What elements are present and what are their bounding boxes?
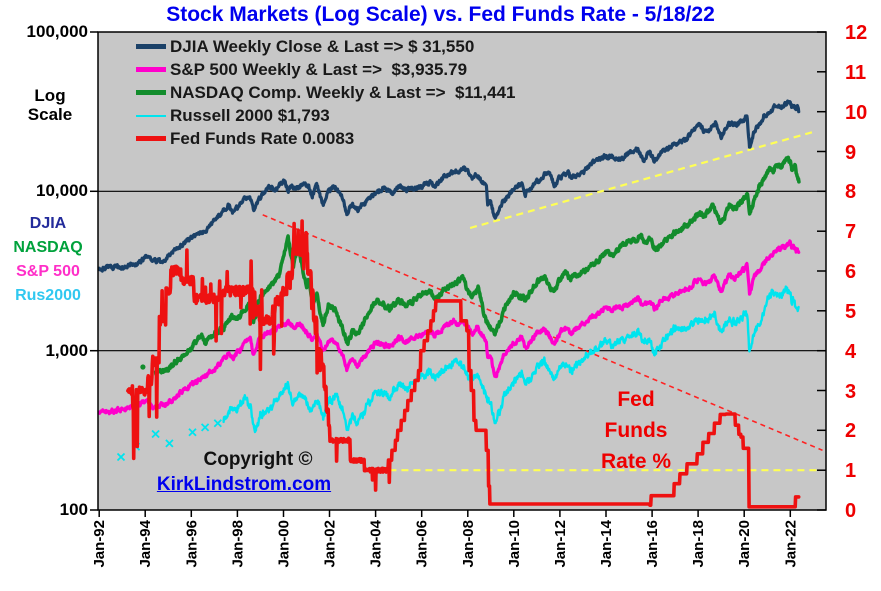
- x-tick-label-Jan-22: Jan-22: [782, 520, 799, 568]
- legend-swatch-fedfunds: [136, 136, 166, 141]
- right-tick-label-4: 4: [845, 341, 857, 363]
- x-tick-label-Jan-10: Jan-10: [506, 520, 523, 568]
- fed-annot-line2: Funds: [604, 419, 668, 442]
- fed-annot-line1: Fed: [617, 388, 655, 411]
- fed-annot-line3: Rate %: [600, 450, 672, 473]
- x-tick-label-Jan-94: Jan-94: [137, 519, 154, 567]
- side-label-djia: DJIA: [29, 215, 67, 232]
- x-tick-label-Jan-98: Jan-98: [229, 520, 246, 568]
- legend-swatch-russell: [136, 114, 166, 117]
- legend-swatch-djia: [136, 44, 166, 49]
- legend-swatch-sp500: [136, 67, 166, 72]
- right-tick-label-11: 11: [845, 62, 866, 84]
- x-tick-label-Jan-06: Jan-06: [414, 520, 431, 568]
- legend-label-sp500: S&P 500 Weekly & Last => $3,935.79: [170, 59, 468, 79]
- x-tick-label-Jan-14: Jan-14: [598, 519, 615, 567]
- x-tick-label-Jan-18: Jan-18: [690, 520, 707, 568]
- series-djia-line: [98, 99, 801, 273]
- x-tick-label-Jan-00: Jan-00: [276, 520, 293, 568]
- trendline-fed-decline-dashed: [262, 214, 823, 452]
- right-tick-label-9: 9: [845, 142, 856, 164]
- legend-swatch-nasdaq: [136, 90, 166, 95]
- series-russell2000-marker: [151, 429, 160, 439]
- legend-item-nasdaq: NASDAQ Comp. Weekly & Last => $11,441: [136, 81, 516, 104]
- right-tick-label-3: 3: [845, 381, 856, 403]
- legend-label-fedfunds: Fed Funds Rate 0.0083: [170, 128, 355, 148]
- side-label-sp500: S&P 500: [16, 263, 80, 280]
- right-tick-label-1: 1: [845, 460, 856, 482]
- legend-item-djia: DJIA Weekly Close & Last => $ 31,550: [136, 35, 516, 58]
- plot-background: [98, 32, 826, 510]
- series-side-labels: DJIA NASDAQ S&P 500 Rus2000: [0, 212, 96, 308]
- log-scale-label: Log Scale: [14, 86, 86, 124]
- x-tick-label-Jan-02: Jan-02: [322, 520, 339, 568]
- series-russell2000-marker: [188, 428, 197, 437]
- legend: DJIA Weekly Close & Last => $ 31,550 S&P…: [136, 35, 516, 150]
- series-layer: [98, 99, 823, 509]
- x-tick-label-Jan-16: Jan-16: [644, 520, 661, 568]
- legend-label-nasdaq: NASDAQ Comp. Weekly & Last => $11,441: [170, 82, 516, 102]
- log-scale-line1: Log: [34, 86, 66, 105]
- right-tick-label-6: 6: [845, 261, 856, 283]
- side-label-rus2000: Rus2000: [15, 287, 81, 304]
- series-russell2000-line: [222, 285, 800, 434]
- log-scale-line2: Scale: [27, 105, 73, 124]
- legend-item-sp500: S&P 500 Weekly & Last => $3,935.79: [136, 58, 516, 81]
- series-russell2000-marker: [165, 439, 174, 448]
- x-tick-label-Jan-96: Jan-96: [183, 520, 200, 568]
- series-russell2000-marker: [116, 452, 126, 462]
- x-tick-label-Jan-92: Jan-92: [91, 520, 108, 568]
- copyright-text: Copyright ©: [203, 449, 313, 470]
- right-tick-label-5: 5: [845, 301, 856, 323]
- fed-funds-annotation: Fed Funds Rate %: [572, 384, 700, 477]
- series-sp500-line: [98, 239, 801, 416]
- x-tick-label-Jan-04: Jan-04: [368, 519, 385, 567]
- right-tick-label-2: 2: [845, 420, 856, 442]
- kirklindstrom-link[interactable]: KirkLindstrom.com: [156, 474, 332, 495]
- series-fedfunds-line: [126, 219, 801, 509]
- chart-title: Stock Markets (Log Scale) vs. Fed Funds …: [166, 3, 715, 26]
- series-nasdaq-marker: [140, 364, 146, 370]
- series-russell2000-marker: [213, 419, 222, 428]
- right-tick-label-12: 12: [845, 22, 867, 44]
- x-tick-label-Jan-20: Jan-20: [736, 520, 753, 568]
- legend-item-russell: Russell 2000 $1,793: [136, 104, 516, 127]
- right-tick-label-0: 0: [845, 500, 856, 522]
- right-tick-label-10: 10: [845, 102, 867, 124]
- right-tick-label-8: 8: [845, 181, 856, 203]
- series-russell2000-marker: [200, 423, 210, 432]
- legend-item-fedfunds: Fed Funds Rate 0.0083: [136, 127, 516, 150]
- right-tick-label-7: 7: [845, 221, 856, 243]
- side-label-nasdaq: NASDAQ: [13, 239, 83, 256]
- x-tick-label-Jan-12: Jan-12: [552, 520, 569, 568]
- legend-label-russell: Russell 2000 $1,793: [170, 105, 330, 125]
- legend-label-djia: DJIA Weekly Close & Last => $ 31,550: [170, 36, 475, 56]
- x-tick-label-Jan-08: Jan-08: [460, 520, 477, 568]
